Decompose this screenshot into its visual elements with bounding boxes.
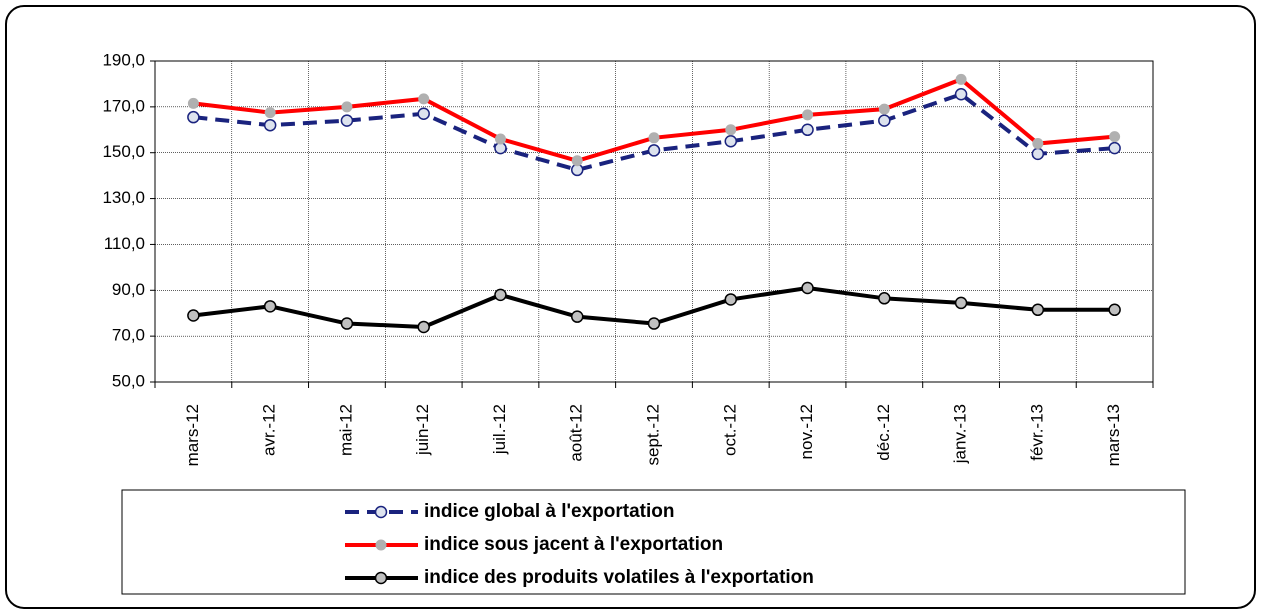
series-marker — [264, 107, 276, 119]
x-tick-label: févr.-13 — [1027, 404, 1046, 461]
series-marker — [340, 114, 354, 127]
series-marker — [1031, 303, 1045, 317]
x-tick-label: juil.-12 — [490, 404, 509, 455]
series-marker — [571, 155, 583, 167]
x-tick-label: janv.-13 — [951, 404, 970, 464]
x-tick-label: mars-13 — [1104, 404, 1123, 466]
legend-box — [121, 489, 1186, 595]
series-marker — [340, 317, 354, 330]
y-tick-label: 70,0 — [112, 326, 145, 345]
series-marker — [724, 135, 738, 148]
series-marker — [417, 107, 430, 120]
series-marker — [725, 124, 737, 136]
legend-label: indice des produits volatiles à l'export… — [424, 567, 814, 588]
series-marker — [724, 293, 738, 306]
series-marker — [801, 281, 814, 295]
x-tick-label: août-12 — [567, 404, 586, 462]
series-marker — [1031, 147, 1045, 161]
y-tick-label: 90,0 — [112, 280, 145, 299]
series-marker — [494, 133, 506, 145]
x-tick-label: sept.-12 — [643, 404, 662, 465]
series-marker — [802, 109, 814, 121]
series-marker — [418, 93, 430, 105]
x-tick-label: avr.-12 — [260, 404, 279, 456]
legend-marker — [374, 571, 388, 585]
legend-label: indice sous jacent à l'exportation — [424, 534, 723, 555]
series-marker — [263, 118, 277, 132]
series-marker — [417, 320, 430, 334]
x-tick-label: mai-12 — [336, 404, 355, 456]
legend-label: indice global à l'exportation — [424, 501, 675, 522]
series-marker — [570, 310, 584, 323]
series-marker — [801, 123, 814, 137]
x-tick-label: mars-12 — [183, 404, 202, 466]
series-marker — [263, 300, 277, 313]
series-marker — [878, 114, 891, 127]
y-tick-label: 130,0 — [102, 188, 145, 207]
y-tick-label: 190,0 — [102, 50, 145, 69]
y-tick-label: 50,0 — [112, 371, 145, 390]
y-tick-label: 170,0 — [102, 96, 145, 115]
series-marker — [878, 292, 891, 305]
y-tick-label: 110,0 — [104, 234, 145, 253]
series-marker — [1108, 141, 1121, 155]
series-marker — [648, 132, 660, 144]
legend-marker — [374, 505, 388, 519]
legend-marker — [375, 539, 387, 551]
x-tick-label: déc.-12 — [874, 404, 893, 461]
series-marker — [1032, 138, 1044, 150]
series-marker — [878, 103, 890, 115]
series-marker — [955, 73, 967, 85]
series-marker — [954, 87, 968, 101]
series-marker — [187, 309, 200, 322]
series-marker — [954, 296, 968, 310]
series-marker — [341, 101, 353, 113]
y-tick-label: 150,0 — [102, 142, 145, 161]
x-tick-label: juin-12 — [413, 404, 432, 456]
x-tick-label: nov.-12 — [797, 404, 816, 459]
series-marker — [494, 288, 507, 302]
series-marker — [1109, 131, 1121, 143]
series-marker — [187, 97, 199, 109]
series-marker — [647, 317, 661, 330]
series-marker — [647, 144, 661, 157]
x-tick-label: oct.-12 — [720, 404, 739, 456]
series-marker — [187, 110, 200, 124]
series-marker — [1108, 303, 1121, 317]
